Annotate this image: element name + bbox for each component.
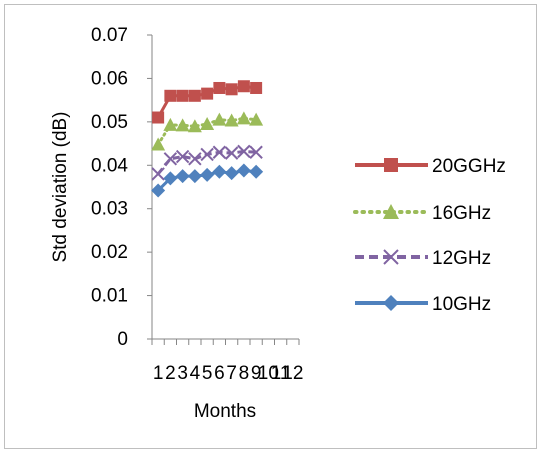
legend: 20GGHz 16GHz 12GHz 10GHz — [353, 156, 506, 315]
y-tick-label: 0.07 — [91, 25, 128, 46]
legend-item: 20GGHz — [355, 156, 506, 177]
data-point — [212, 145, 227, 159]
data-point — [187, 169, 202, 184]
y-tick-label: 0.03 — [91, 199, 128, 220]
series-10ghz — [151, 163, 264, 198]
data-point — [249, 112, 264, 126]
y-tick-label: 0.06 — [91, 68, 128, 89]
x-tick-label: 7 — [226, 363, 237, 384]
data-point — [236, 111, 251, 125]
legend-label: 10GHz — [432, 294, 491, 315]
data-point — [249, 164, 264, 179]
data-point — [236, 163, 251, 178]
x-tick-label: 5 — [202, 363, 213, 384]
data-point — [224, 166, 239, 181]
y-tick-label: 0.04 — [91, 155, 128, 176]
x-tick-label: 10 — [258, 363, 279, 384]
x-tick-label: 8 — [239, 363, 250, 384]
x-axis-title: Months — [194, 401, 256, 422]
data-point — [187, 119, 202, 133]
data-point — [201, 87, 214, 100]
data-point — [163, 152, 178, 166]
data-point — [224, 146, 239, 160]
legend-label: 12GHz — [432, 248, 491, 269]
y-tick-label: 0.01 — [91, 286, 128, 307]
data-point — [212, 164, 227, 179]
y-tick-label: 0.05 — [91, 112, 128, 133]
legend-item: 16GHz — [353, 203, 491, 224]
data-point — [212, 112, 227, 126]
legend-item: 10GHz — [355, 294, 491, 315]
series-layer — [151, 80, 264, 198]
series-16ghz — [151, 111, 264, 151]
axes — [151, 35, 299, 340]
data-point — [200, 167, 215, 182]
data-point — [237, 144, 251, 159]
legend-label: 20GGHz — [432, 156, 506, 177]
y-tick-label: 0.02 — [91, 242, 128, 263]
data-point — [383, 204, 399, 219]
data-point — [383, 249, 399, 265]
data-point — [249, 145, 263, 159]
x-tick-label: 9 — [251, 363, 262, 384]
series-20gghz — [152, 80, 263, 124]
x-tick-label: 2 — [165, 363, 176, 384]
x-tick-label: 3 — [177, 363, 188, 384]
data-point — [163, 117, 178, 131]
y-axis-title: Std deviation (dB) — [50, 111, 71, 262]
data-point — [225, 83, 238, 96]
data-point — [384, 158, 398, 172]
data-point — [224, 113, 239, 127]
data-point — [175, 149, 190, 164]
y-tick-label: 0 — [117, 329, 128, 350]
legend-item: 12GHz — [355, 248, 491, 269]
data-point — [237, 80, 250, 93]
data-point — [200, 117, 215, 131]
data-point — [151, 137, 166, 151]
data-point — [151, 167, 165, 181]
legend-label: 16GHz — [432, 203, 491, 224]
data-point — [152, 111, 165, 124]
data-point — [383, 295, 399, 311]
x-tick-label: 4 — [190, 363, 201, 384]
data-point — [164, 89, 177, 102]
data-point — [151, 183, 166, 198]
data-point — [175, 169, 190, 184]
y-axis-ticks: 0 0.01 0.02 0.03 0.04 0.05 0.06 0.07 — [91, 25, 152, 350]
x-tick-label: 12 — [282, 363, 303, 384]
series-12ghz — [151, 144, 263, 181]
data-point — [175, 118, 190, 132]
data-point — [213, 81, 226, 94]
x-tick-label: 6 — [214, 363, 225, 384]
data-point — [188, 152, 202, 166]
data-point — [200, 147, 214, 162]
chart-frame — [4, 4, 537, 449]
x-tick-label: 11 — [271, 363, 291, 384]
data-point — [188, 89, 201, 102]
data-point — [163, 171, 178, 186]
data-point — [176, 89, 189, 102]
data-point — [250, 81, 263, 94]
x-tick-label: 1 — [153, 363, 164, 384]
